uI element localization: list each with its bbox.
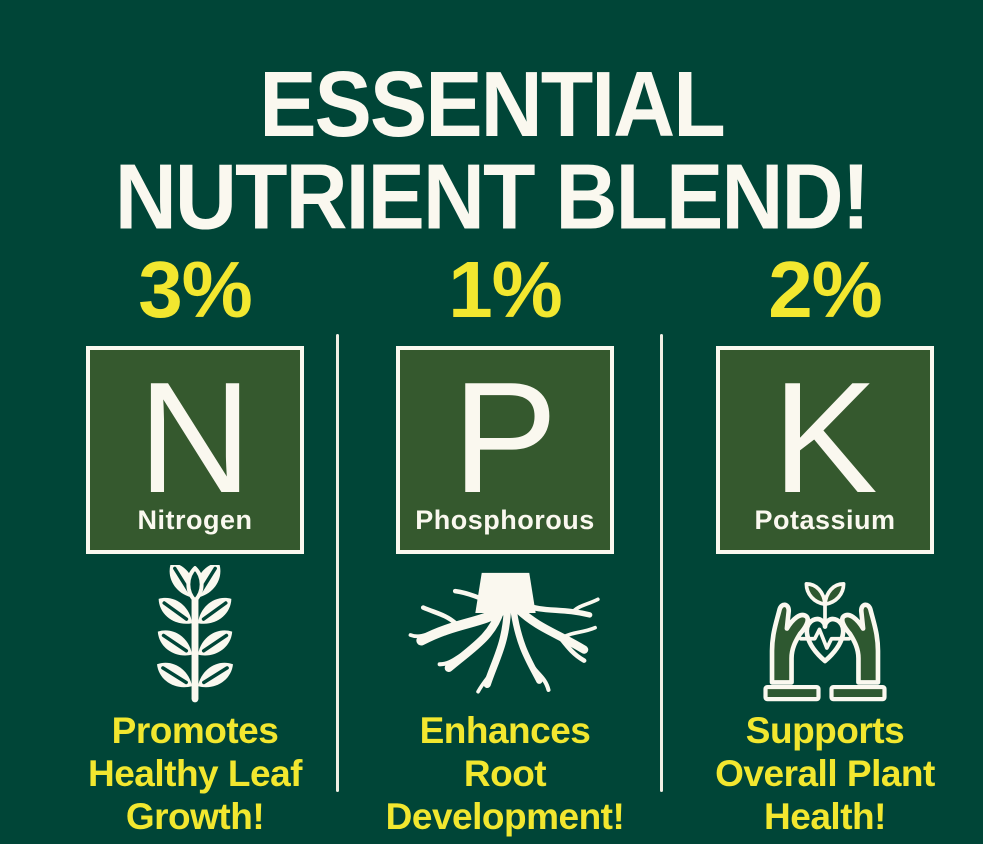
caption-line: Health! — [764, 795, 886, 837]
element-name: Potassium — [754, 505, 896, 535]
element-symbol: P — [452, 350, 558, 526]
leaf-growth-icon — [30, 564, 360, 706]
caption-line: Supports — [745, 710, 905, 751]
percent-label: 1% — [448, 245, 563, 334]
caption-line: Overall Plant — [715, 752, 935, 794]
caption-line: Root — [463, 752, 547, 794]
caption-line: Development! — [385, 795, 625, 837]
element-tile-potassium: K Potassium — [716, 346, 934, 554]
page-title: ESSENTIAL NUTRIENT BLEND! — [0, 58, 983, 244]
benefit-caption: Enhances Root Development! — [340, 710, 670, 839]
benefit-caption: Supports Overall Plant Health! — [660, 710, 983, 839]
caption-line: Healthy Leaf — [87, 752, 303, 794]
caption-line: Growth! — [125, 795, 265, 837]
title-line-1: ESSENTIAL — [259, 52, 726, 157]
hands-plant-heart-icon — [660, 564, 983, 706]
nutrient-column-phosphorous: 1% P Phosphorous — [340, 250, 670, 839]
element-tile-nitrogen: N Nitrogen — [86, 346, 304, 554]
nutrient-column-nitrogen: 3% N Nitrogen — [30, 250, 360, 839]
element-name: Nitrogen — [137, 505, 253, 535]
element-name: Phosphorous — [415, 505, 595, 535]
benefit-caption: Promotes Healthy Leaf Growth! — [30, 710, 360, 839]
roots-icon — [340, 564, 670, 706]
element-symbol: K — [772, 350, 878, 526]
element-tile-phosphorous: P Phosphorous — [396, 346, 614, 554]
percent-label: 2% — [768, 245, 883, 334]
column-divider — [660, 334, 663, 792]
element-symbol: N — [137, 350, 253, 526]
nutrient-column-potassium: 2% K Potassium — [660, 250, 983, 839]
caption-line: Enhances — [419, 710, 591, 751]
caption-line: Promotes — [111, 710, 279, 751]
percent-label: 3% — [138, 245, 253, 334]
column-divider — [336, 334, 339, 792]
title-line-2: NUTRIENT BLEND! — [114, 145, 871, 250]
